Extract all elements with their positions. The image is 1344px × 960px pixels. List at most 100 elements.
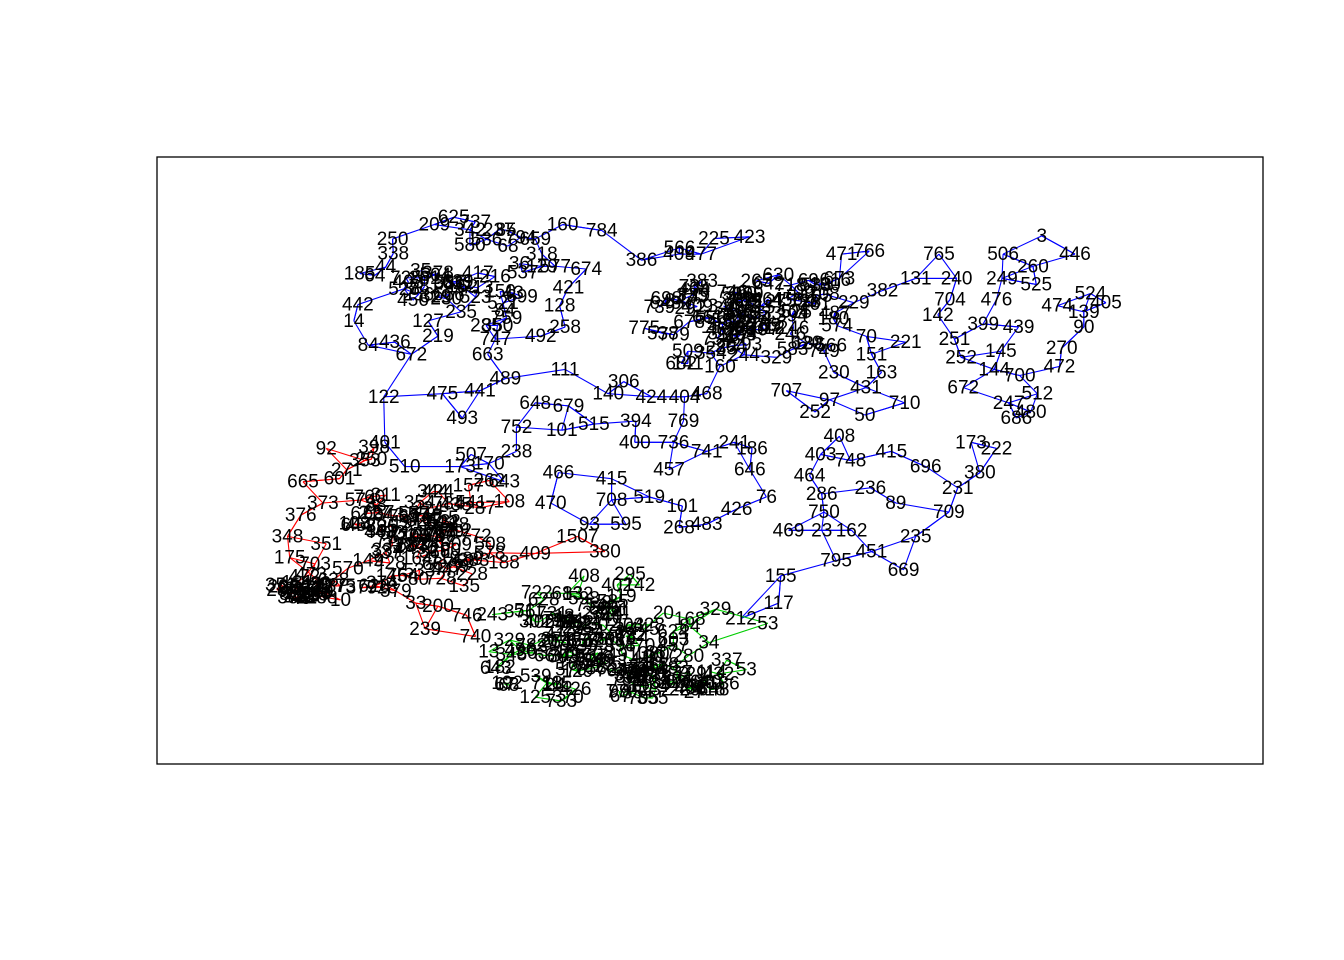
edge [499,291,514,294]
edge [452,524,457,531]
edge [564,368,609,395]
edge [562,651,570,657]
edge [486,229,500,240]
node-label: 104 [778,301,810,322]
edge [957,472,981,489]
edge [315,591,324,595]
edge [378,511,390,516]
edge [607,381,625,395]
edge [786,292,799,300]
edge [675,678,678,683]
node-label: 737 [459,212,491,233]
node-label: 137 [299,585,331,606]
node-label: 147 [550,633,582,654]
edge [672,667,678,674]
node-label: 428 [374,553,406,574]
node-label: 63 [665,672,686,693]
node-label: 595 [610,514,642,535]
edge [625,635,634,639]
node-label: 348 [272,526,304,547]
node-label: 408 [568,566,600,587]
node-label: 351 [265,575,297,596]
edge [434,549,446,553]
edge [792,342,807,350]
edge [326,447,366,462]
edge [607,608,614,614]
edge [601,230,642,261]
node-label: 512 [1022,384,1054,405]
edge [721,329,724,334]
edge [559,287,569,306]
edge [488,639,510,653]
node-label: 188 [648,654,680,675]
node-label: 70 [856,326,877,347]
node-label: 152 [446,277,478,298]
edge [870,487,897,504]
edge [367,560,390,564]
edge [322,591,328,598]
node-label: 209 [419,215,451,236]
node-label: 3 [1037,226,1048,247]
edge [368,341,395,346]
node-label: 185 [344,263,376,284]
node-label: 383 [686,271,718,292]
edge [470,502,481,509]
node-label: 246 [778,318,810,339]
edge [820,453,851,462]
edge [437,491,449,505]
node-label: 711 [284,579,314,600]
node-label: 642 [753,273,785,294]
node-label: 729 [675,664,707,685]
edge [570,663,574,670]
node-label: 525 [1020,274,1052,295]
node-label: 7 [629,675,640,696]
node-label: 665 [287,472,319,493]
node-label: 283 [458,550,490,571]
edge [322,499,361,504]
node-label: 5 [387,528,398,549]
node-label: 225 [698,229,730,250]
node-label: 127 [755,291,787,312]
edge [568,268,587,288]
node-label: 797 [748,319,780,340]
edge [534,238,543,255]
node-label: 237 [483,220,515,241]
edge [791,311,797,316]
edge [611,478,650,498]
node-label: 771 [546,632,578,653]
edge [719,354,745,367]
edge [954,323,984,340]
edge [516,426,562,431]
edge [723,332,735,337]
node-label: 36 [509,254,530,275]
node-label: 672 [947,378,979,399]
edge [713,682,725,690]
edge [314,594,327,599]
edge [778,575,782,604]
node-label: 464 [794,466,826,487]
node-label: 409 [519,543,551,564]
node-label: 89 [313,582,334,603]
edge [624,624,629,630]
edge [609,638,621,647]
edge [364,458,372,462]
edge [437,605,467,616]
edge [598,638,611,642]
edge [502,296,523,304]
node-label: 144 [619,650,651,671]
node-label: 603 [726,304,758,325]
node-label: 713 [462,278,494,299]
node-label: 128 [544,296,576,317]
node-label: 686 [1001,408,1033,429]
edge [882,277,916,292]
node-label: 479 [433,521,465,542]
node-label: 35 [740,293,761,314]
node-label: 472 [289,567,321,588]
node-label: 764 [387,565,419,586]
node-label: 483 [691,514,723,535]
node-label: 311 [371,485,401,506]
edge [723,305,738,312]
node-label: 566 [664,238,696,259]
edge [626,676,632,680]
edge [375,494,387,506]
